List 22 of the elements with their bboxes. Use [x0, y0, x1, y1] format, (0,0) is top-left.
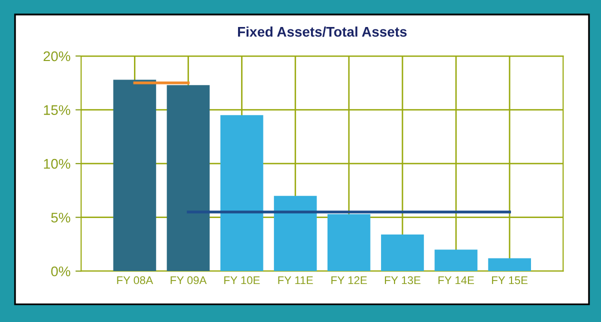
- x-tick-label: FY 13E: [384, 276, 420, 284]
- y-tick-label: 0%: [51, 266, 70, 276]
- bar: [327, 214, 370, 272]
- x-tick-label: FY 09A: [170, 276, 207, 284]
- y-tick-label: 20%: [44, 51, 70, 62]
- bar: [381, 234, 424, 272]
- bar: [488, 258, 532, 272]
- x-tick-label: FY 15E: [492, 276, 528, 284]
- chart-title: Fixed Assets/Total Assets: [238, 26, 407, 37]
- bar: [113, 80, 156, 272]
- x-tick-label: FY 08A: [117, 276, 154, 284]
- bar: [434, 250, 478, 272]
- x-tick-label: FY 12E: [331, 276, 367, 284]
- x-tick-label: FY 14E: [438, 276, 474, 284]
- x-tick-label: FY 10E: [224, 276, 260, 284]
- bar: [274, 196, 317, 272]
- bar: [166, 85, 210, 272]
- y-tick-label: 10%: [44, 158, 70, 169]
- bar: [220, 115, 264, 272]
- y-tick-label: 5%: [51, 212, 70, 223]
- x-tick-label: FY 11E: [278, 276, 313, 284]
- y-tick-label: 15%: [44, 105, 70, 115]
